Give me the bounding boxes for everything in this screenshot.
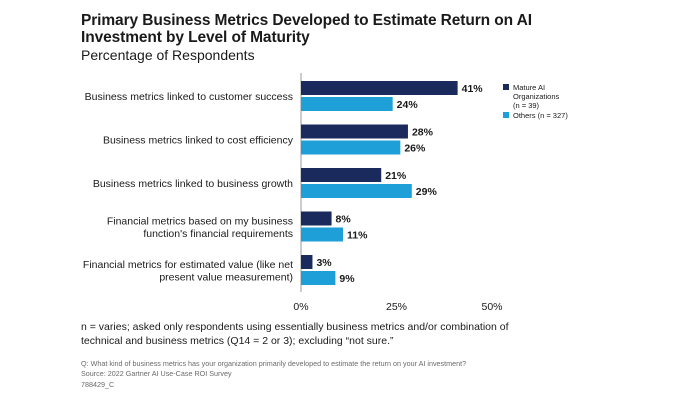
data-label: 28% <box>412 127 434 139</box>
data-label: 26% <box>404 143 426 155</box>
bar-others <box>301 271 336 285</box>
bar-others <box>301 97 393 111</box>
survey-question: Q: What kind of business metrics has you… <box>81 359 467 368</box>
bar-mature <box>301 124 408 139</box>
data-label: 11% <box>347 230 368 242</box>
footnote: n = varies; asked only respondents using… <box>81 321 509 347</box>
x-tick-label: 50% <box>481 301 502 313</box>
data-label: 9% <box>339 273 355 285</box>
document-id: 788429_C <box>81 380 115 389</box>
data-label: 29% <box>416 186 438 198</box>
legend-label: Mature AI Organizations (n = 39) <box>513 83 560 110</box>
x-tick-label: 0% <box>293 301 308 313</box>
data-label: 41% <box>462 83 484 95</box>
chart-subtitle: Percentage of Respondents <box>81 47 255 63</box>
x-tick-label: 25% <box>386 301 407 313</box>
bar-mature <box>301 255 313 269</box>
legend-swatch <box>503 112 509 118</box>
source-note: Source: 2022 Gartner AI Use-Case ROI Sur… <box>81 369 232 378</box>
data-label: 21% <box>385 170 407 182</box>
bar-mature <box>301 81 458 95</box>
category-label: Financial metrics based on my business fu… <box>107 215 293 240</box>
bar-mature <box>301 211 332 226</box>
bar-others <box>301 227 344 242</box>
chart-title: Primary Business Metrics Developed to Es… <box>81 12 532 46</box>
category-label: Financial metrics for estimated value (l… <box>83 259 293 284</box>
data-label: 8% <box>336 214 352 226</box>
category-label: Business metrics linked to customer succ… <box>85 91 293 103</box>
data-label: 3% <box>316 257 332 269</box>
legend-label: Others (n = 327) <box>513 111 568 120</box>
data-label: 24% <box>397 99 419 111</box>
bar-others <box>301 140 401 155</box>
category-label: Business metrics linked to cost efficien… <box>103 135 294 147</box>
legend-swatch <box>503 84 509 90</box>
bar-others <box>301 184 412 198</box>
category-label: Business metrics linked to business grow… <box>93 178 293 190</box>
bar-mature <box>301 168 382 182</box>
